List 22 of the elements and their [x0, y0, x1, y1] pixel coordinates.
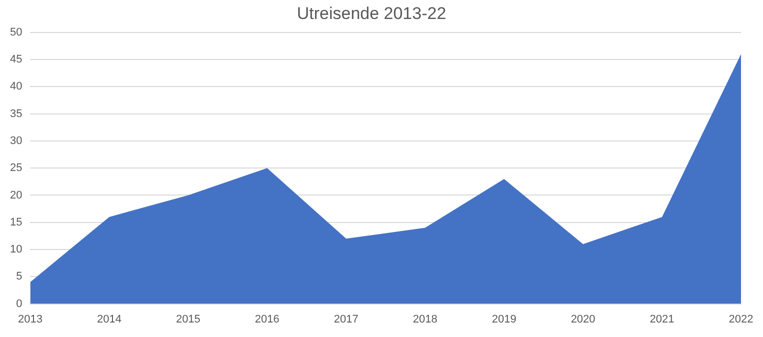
x-tick-label: 2020	[570, 313, 596, 326]
y-tick-label: 0	[16, 298, 22, 310]
x-tick-label: 2018	[412, 313, 438, 326]
x-tick-label: 2022	[728, 313, 754, 326]
y-tick-label: 20	[10, 189, 22, 202]
x-tick-label: 2019	[492, 313, 516, 326]
y-tick-label: 30	[10, 134, 22, 147]
x-tick-label: 2015	[176, 313, 200, 326]
chart-title: Utreisende 2013-22	[296, 4, 446, 23]
y-tick-label: 50	[10, 26, 22, 38]
x-tick-label: 2017	[334, 313, 358, 326]
y-tick-label: 45	[10, 54, 22, 66]
y-tick-label: 10	[10, 244, 22, 256]
y-tick-label: 35	[10, 108, 22, 120]
x-tick-label: 2013	[18, 313, 42, 326]
y-tick-label: 40	[10, 80, 22, 93]
y-tick-label: 5	[16, 270, 22, 283]
x-tick-label: 2016	[254, 313, 280, 326]
x-tick-label: 2014	[96, 313, 122, 326]
y-tick-label: 15	[10, 216, 22, 228]
x-tick-label: 2021	[650, 313, 674, 326]
y-tick-label: 25	[10, 162, 22, 174]
